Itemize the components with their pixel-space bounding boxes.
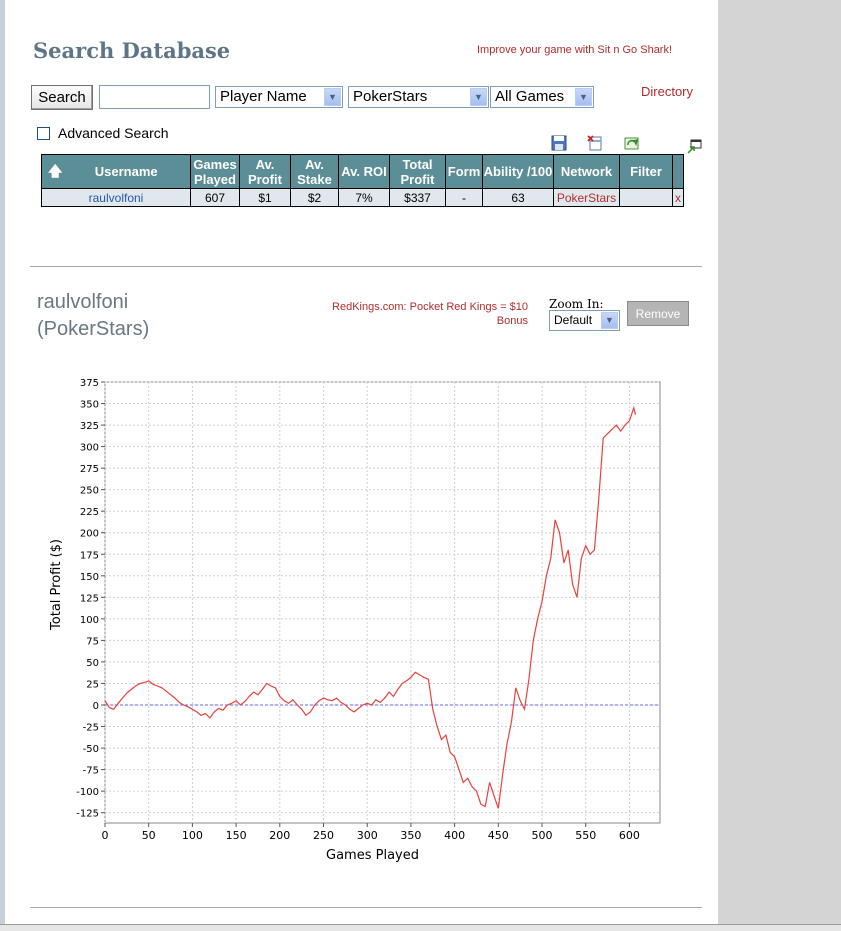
- y-tick-label: 225: [80, 507, 99, 518]
- y-tick-label: 0: [93, 701, 99, 712]
- x-tick-label: 250: [313, 829, 334, 842]
- row-games-played: 607: [190, 188, 240, 207]
- column-header-username[interactable]: 🡅 Username: [41, 154, 191, 189]
- advanced-search-checkbox[interactable]: [37, 126, 50, 140]
- results-table: 🡅 Username Games Played Av. Profit Av. St…: [41, 154, 684, 207]
- table-header-row: 🡅 Username Games Played Av. Profit Av. St…: [41, 154, 684, 189]
- remove-button[interactable]: Remove: [627, 301, 689, 326]
- column-header-av-profit[interactable]: Av. Profit: [239, 154, 291, 189]
- y-tick-label: 300: [80, 443, 99, 454]
- x-tick-label: 600: [619, 829, 640, 842]
- advanced-search[interactable]: Advanced Search: [37, 125, 169, 141]
- row-form: -: [445, 188, 483, 207]
- x-tick-label: 200: [269, 829, 290, 842]
- y-tick-label: 75: [86, 636, 99, 647]
- chevron-down-icon[interactable]: ▼: [324, 88, 341, 106]
- y-tick-label: 375: [80, 378, 99, 389]
- divider: [30, 266, 702, 267]
- row-ability: 63: [482, 188, 554, 207]
- field-select[interactable]: Player Name ▼: [215, 86, 343, 108]
- y-tick-label: 325: [80, 421, 99, 432]
- y-tick-label: -25: [83, 723, 99, 734]
- x-tick-label: 100: [182, 829, 203, 842]
- popout-icon[interactable]: [686, 139, 702, 155]
- chevron-down-icon[interactable]: ▼: [470, 88, 487, 106]
- y-tick-label: -75: [83, 766, 99, 777]
- player-network: (PokerStars): [37, 318, 150, 340]
- chevron-down-icon[interactable]: ▼: [575, 88, 592, 106]
- x-tick-label: 150: [226, 829, 247, 842]
- zoom-select-value: Default: [554, 313, 593, 327]
- row-filter[interactable]: [619, 188, 673, 207]
- column-header-av-roi[interactable]: Av. ROI: [338, 154, 390, 189]
- table-row: raulvolfoni 607 $1 $2 7% $337 - 63 Poker…: [41, 188, 684, 207]
- y-tick-label: -100: [76, 787, 99, 798]
- zoom-label: Zoom In:: [549, 297, 604, 311]
- y-tick-label: 200: [80, 529, 99, 540]
- plot-area: [104, 381, 661, 824]
- page-title: Search Database: [33, 38, 231, 63]
- x-tick-label: 0: [102, 829, 109, 842]
- column-header-filter[interactable]: Filter: [619, 154, 673, 189]
- refresh-icon[interactable]: [624, 135, 640, 151]
- column-header-total-profit[interactable]: Total Profit: [389, 154, 446, 189]
- y-axis-label: Total Profit ($): [49, 539, 64, 631]
- y-tick-label: 275: [80, 464, 99, 475]
- zoom-select[interactable]: Default ▼: [549, 310, 620, 331]
- row-username-link[interactable]: raulvolfoni: [41, 188, 191, 207]
- x-tick-label: 350: [400, 829, 421, 842]
- sort-arrow-up-icon[interactable]: 🡅: [48, 163, 63, 179]
- row-av-profit: $1: [239, 188, 291, 207]
- row-total-profit: $337: [389, 188, 446, 207]
- series-line: [104, 405, 637, 809]
- y-tick-label: 50: [86, 658, 99, 669]
- x-tick-label: 500: [532, 829, 553, 842]
- right-pane: [718, 0, 841, 930]
- network-select-value: PokerStars: [353, 88, 428, 105]
- save-icon[interactable]: [551, 135, 567, 151]
- y-tick-label: 125: [80, 593, 99, 604]
- y-tick-label: 100: [80, 615, 99, 626]
- column-header-games-played[interactable]: Games Played: [190, 154, 240, 189]
- y-tick-label: -50: [83, 744, 99, 755]
- search-input[interactable]: [99, 85, 210, 109]
- row-av-roi: 7%: [338, 188, 390, 207]
- bonus-promo-link[interactable]: RedKings.com: Pocket Red Kings = $10 Bon…: [332, 301, 528, 327]
- column-header-network[interactable]: Network: [553, 154, 620, 189]
- advanced-search-label: Advanced Search: [58, 125, 169, 141]
- directory-link[interactable]: Directory: [641, 84, 694, 99]
- y-tick-label: -125: [76, 809, 99, 820]
- row-av-stake: $2: [290, 188, 339, 207]
- field-select-value: Player Name: [220, 88, 307, 105]
- window-edge: [0, 0, 5, 930]
- delete-page-icon[interactable]: [587, 135, 603, 151]
- row-remove-button[interactable]: x: [672, 188, 684, 207]
- x-axis-label: Games Played: [326, 848, 419, 863]
- x-tick-label: 50: [142, 829, 156, 842]
- y-tick-label: 350: [80, 400, 99, 411]
- player-name: raulvolfoni: [37, 291, 129, 313]
- network-select[interactable]: PokerStars ▼: [348, 86, 489, 108]
- column-header-form[interactable]: Form: [445, 154, 483, 189]
- x-tick-label: 450: [488, 829, 509, 842]
- chevron-down-icon[interactable]: ▼: [601, 312, 618, 329]
- bottom-bar: [0, 924, 841, 931]
- x-tick-label: 400: [444, 829, 465, 842]
- y-tick-label: 250: [80, 486, 99, 497]
- player-heading: raulvolfoni (PokerStars): [37, 289, 149, 343]
- x-tick-label: 300: [357, 829, 378, 842]
- search-button[interactable]: Search: [31, 85, 93, 110]
- row-network-link[interactable]: PokerStars: [553, 188, 620, 207]
- y-tick-label: 175: [80, 550, 99, 561]
- divider: [30, 907, 702, 908]
- games-select-value: All Games: [495, 88, 565, 105]
- promo-link[interactable]: Improve your game with Sit n Go Shark!: [477, 44, 673, 56]
- column-header-av-stake[interactable]: Av. Stake: [290, 154, 339, 189]
- y-tick-label: 25: [86, 679, 99, 690]
- y-tick-label: 150: [80, 572, 99, 583]
- games-select[interactable]: All Games ▼: [490, 86, 594, 108]
- x-tick-label: 550: [575, 829, 596, 842]
